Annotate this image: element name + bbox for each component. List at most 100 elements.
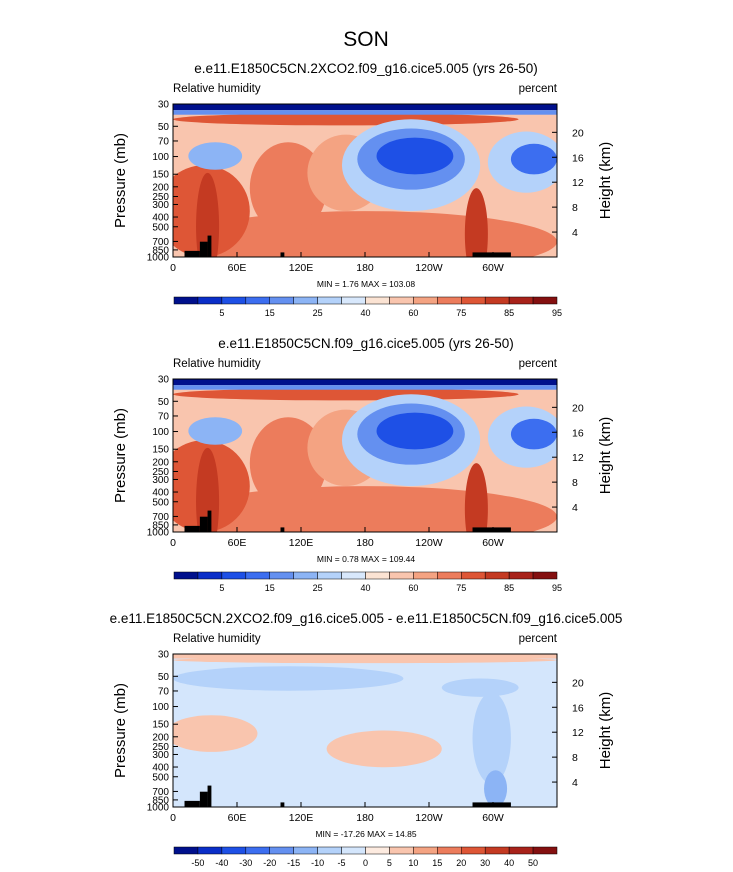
y-tick-label: 500: [152, 772, 169, 783]
colorbar-label: -50: [191, 858, 204, 868]
colorbar-swatch: [532, 846, 558, 855]
colorbar: 5 15 25 40 60 75 85 95: [173, 571, 562, 593]
topography-mask: [280, 527, 285, 532]
contour-region: [464, 188, 488, 257]
contour-region: [196, 447, 220, 532]
y-tick-label: 150: [152, 720, 169, 731]
contour-region: [326, 730, 442, 768]
contour-region: [441, 678, 519, 697]
contour-region: [464, 463, 488, 532]
y-tick-label: 50: [158, 672, 170, 683]
y-tick-label: 70: [158, 411, 170, 422]
colorbar-swatch: [317, 571, 342, 580]
y-tick-label: 70: [158, 686, 170, 697]
x-tick-label: 60E: [228, 537, 247, 549]
y-axis-label: Pressure (mb): [112, 408, 129, 503]
colorbar-swatch: [317, 846, 342, 855]
colorbar-swatch: [508, 296, 534, 305]
colorbar-label: 5: [219, 308, 224, 318]
season-title: SON: [343, 28, 389, 51]
contour-region: [173, 666, 404, 691]
y2-tick-label: 12: [572, 177, 584, 189]
colorbar-swatch: [484, 846, 510, 855]
colorbar-label: 0: [363, 858, 368, 868]
x-tick-label: 120E: [289, 262, 314, 274]
colorbar-swatch: [341, 846, 366, 855]
colorbar-label: 95: [552, 308, 562, 318]
colorbar-label: 60: [408, 583, 418, 593]
y2-axis-label: Height (km): [597, 692, 614, 770]
colorbar-swatch: [389, 571, 414, 580]
colorbar-label: 25: [313, 308, 323, 318]
y-tick-label: 100: [152, 427, 169, 438]
y-axis-label: Pressure (mb): [112, 683, 129, 778]
colorbar-swatch: [508, 571, 534, 580]
topography-mask: [199, 791, 208, 807]
colorbar-swatch: [413, 571, 438, 580]
colorbar-label: 15: [265, 308, 275, 318]
colorbar-swatch: [484, 296, 510, 305]
y-tick-label: 850: [152, 520, 169, 531]
colorbar-label: 15: [265, 583, 275, 593]
y-tick-label: 400: [152, 763, 169, 774]
colorbar-label: -30: [239, 858, 252, 868]
topography-mask: [207, 510, 212, 532]
contour-band: [173, 104, 557, 111]
colorbar-swatch: [437, 571, 462, 580]
colorbar-swatch: [389, 296, 414, 305]
colorbar-swatch: [484, 571, 510, 580]
contour-field: [173, 379, 557, 532]
colorbar-swatch: [269, 571, 294, 580]
y-tick-label: 50: [158, 397, 170, 408]
colorbar-label: 75: [456, 583, 466, 593]
units-label: percent: [519, 358, 558, 370]
y-tick-label: 200: [152, 457, 169, 468]
y2-tick-label: 20: [572, 402, 584, 414]
topography-mask: [472, 527, 511, 532]
y-tick-label: 250: [152, 467, 169, 478]
colorbar-swatch: [173, 296, 199, 305]
colorbar-label: 25: [313, 583, 323, 593]
y-tick-label: 850: [152, 795, 169, 806]
contour-region: [173, 113, 519, 126]
x-tick-label: 180: [356, 537, 374, 549]
variable-label: Relative humidity: [173, 633, 261, 645]
x-tick-label: 0: [170, 812, 176, 824]
y-tick-label: 1000: [147, 803, 170, 814]
colorbar-label: 75: [456, 308, 466, 318]
colorbar-swatch: [365, 571, 390, 580]
contour-region: [484, 770, 508, 807]
colorbar-swatch: [173, 571, 199, 580]
y2-tick-label: 20: [572, 127, 584, 139]
y-tick-label: 250: [152, 192, 169, 203]
y-tick-label: 300: [152, 200, 169, 211]
panel-1: e.e11.E1850C5CN.2XCO2.f09_g16.cice5.005 …: [112, 61, 614, 318]
contour-region: [173, 715, 258, 752]
units-label: percent: [519, 83, 558, 95]
y2-tick-label: 20: [572, 677, 584, 689]
y-tick-label: 500: [152, 222, 169, 233]
x-tick-label: 180: [356, 262, 374, 274]
y-tick-label: 300: [152, 475, 169, 486]
colorbar-swatch: [269, 296, 294, 305]
x-tick-label: 0: [170, 537, 176, 549]
y2-tick-label: 4: [572, 777, 578, 789]
y2-tick-label: 16: [572, 702, 584, 714]
colorbar-label: 50: [528, 858, 538, 868]
y2-tick-label: 16: [572, 427, 584, 439]
colorbar-label: -20: [263, 858, 276, 868]
y-tick-label: 200: [152, 732, 169, 743]
topography-mask: [184, 800, 200, 807]
contour-band: [173, 385, 557, 390]
x-tick-label: 120W: [415, 537, 443, 549]
y-tick-label: 30: [158, 100, 170, 111]
x-tick-label: 0: [170, 262, 176, 274]
y2-tick-label: 4: [572, 502, 578, 514]
contour-field: [173, 104, 557, 257]
colorbar-label: 30: [480, 858, 490, 868]
y-tick-label: 1000: [147, 253, 170, 264]
y-tick-label: 300: [152, 750, 169, 761]
colorbar-swatch: [532, 571, 558, 580]
colorbar-swatch: [413, 846, 438, 855]
contour-band: [173, 110, 557, 115]
